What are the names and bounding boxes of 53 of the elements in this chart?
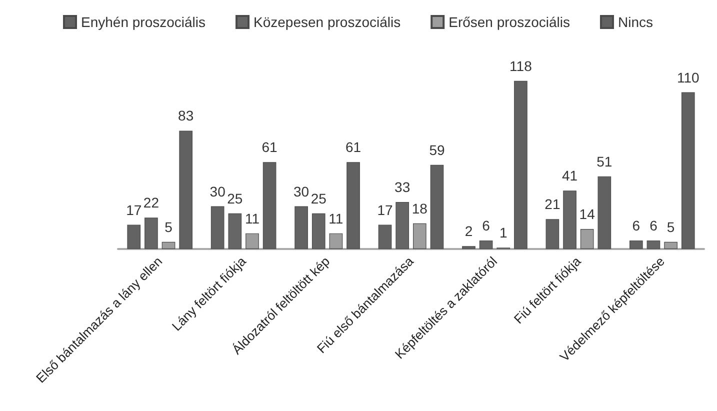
bar	[546, 219, 560, 249]
data-label: 6	[650, 217, 658, 234]
data-label: 6	[482, 217, 490, 234]
data-label: 25	[227, 190, 243, 206]
data-label: 30	[210, 183, 226, 200]
data-label: 17	[126, 202, 142, 218]
data-label: 30	[294, 183, 310, 200]
bar	[629, 240, 643, 249]
data-label: 21	[544, 196, 560, 212]
legend-label: Erősen proszociális	[448, 14, 570, 30]
bar	[312, 213, 326, 249]
data-label: 83	[178, 108, 194, 124]
bar	[262, 162, 276, 249]
legend-label: Nincs	[618, 14, 653, 30]
data-label: 18	[412, 200, 428, 216]
bar	[346, 162, 360, 249]
data-label: 33	[394, 178, 410, 195]
bar	[144, 218, 158, 249]
data-label: 6	[632, 217, 640, 234]
bar	[127, 224, 141, 249]
data-label: 5	[164, 218, 173, 235]
legend-label: Közepesen proszociális	[254, 14, 401, 30]
data-label: 118	[510, 58, 532, 74]
data-label: 5	[666, 218, 675, 235]
legend-label: Enyhén proszociális	[81, 14, 206, 30]
bar	[430, 164, 444, 249]
data-label: 2	[464, 223, 473, 240]
bar	[210, 206, 224, 249]
bar	[396, 202, 409, 249]
data-label: 22	[143, 194, 160, 211]
bar	[378, 224, 392, 249]
bar	[563, 190, 576, 249]
data-label: 110	[676, 69, 700, 86]
data-label: 11	[244, 210, 260, 226]
bar	[681, 92, 695, 249]
bar	[462, 246, 476, 249]
data-label: 25	[310, 190, 327, 206]
data-label: 1	[499, 224, 508, 241]
data-label: 14	[579, 206, 596, 222]
bar	[479, 240, 493, 249]
data-label: 17	[377, 202, 394, 218]
bar	[514, 80, 528, 249]
bar	[294, 206, 308, 249]
data-label: 51	[596, 153, 612, 170]
bar	[228, 213, 242, 249]
bar	[646, 240, 660, 249]
data-label: 41	[562, 168, 578, 184]
data-label: 59	[429, 142, 445, 158]
bar	[598, 176, 612, 249]
bar	[179, 130, 193, 249]
data-label: 61	[262, 139, 278, 156]
data-label: 61	[345, 139, 362, 156]
data-label: 11	[328, 210, 344, 226]
